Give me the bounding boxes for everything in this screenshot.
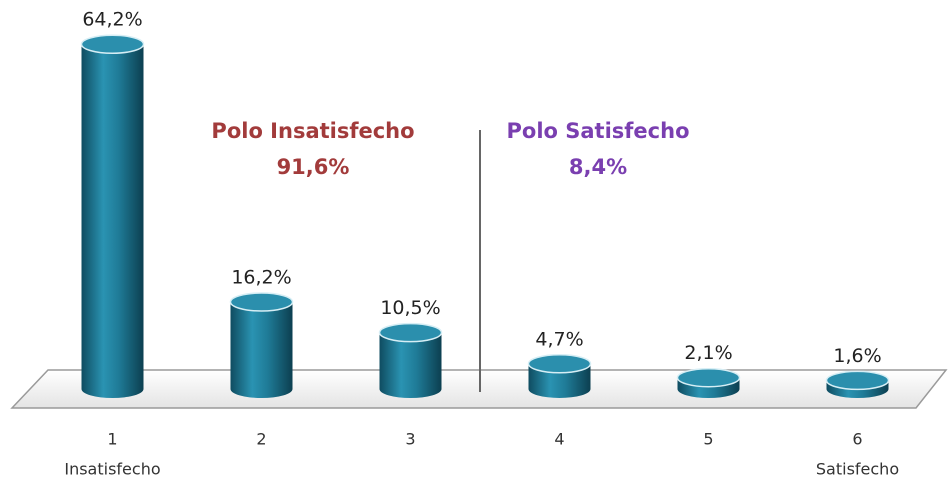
value-label: 4,7%: [535, 328, 583, 350]
x-tick-label: 6: [852, 430, 862, 449]
bar: [379, 332, 442, 398]
bar-top: [527, 354, 592, 374]
bar: [81, 44, 144, 398]
value-label: 64,2%: [82, 9, 142, 31]
bar: [230, 302, 293, 398]
bar-top: [229, 292, 294, 312]
annotation-value: 8,4%: [569, 155, 627, 179]
x-tick-label: 5: [703, 430, 713, 449]
annotation-title: Polo Satisfecho: [507, 119, 690, 143]
annotation-title: Polo Insatisfecho: [211, 119, 414, 143]
value-label: 2,1%: [684, 342, 732, 364]
x-tick-label: 3: [405, 430, 415, 449]
value-label: 10,5%: [380, 297, 440, 319]
bar-top: [676, 367, 741, 388]
x-tick-label: 1: [107, 430, 117, 449]
x-sublabel: Satisfecho: [816, 460, 899, 479]
value-label: 16,2%: [231, 267, 291, 289]
bar-top: [825, 370, 890, 391]
x-tick-label: 4: [554, 430, 564, 449]
x-tick-label: 2: [256, 430, 266, 449]
bar-top: [80, 34, 145, 54]
value-label: 1,6%: [833, 345, 881, 367]
annotation-value: 91,6%: [277, 155, 350, 179]
x-sublabel: Insatisfecho: [64, 460, 160, 479]
bar-top: [378, 322, 443, 343]
